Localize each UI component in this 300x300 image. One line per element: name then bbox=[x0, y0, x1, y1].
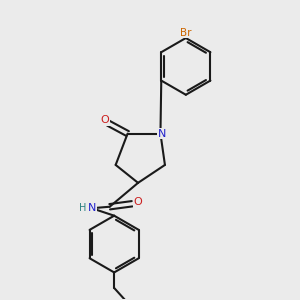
Text: Br: Br bbox=[180, 28, 192, 38]
Text: O: O bbox=[134, 197, 142, 207]
Text: H: H bbox=[79, 203, 86, 213]
Text: N: N bbox=[88, 203, 96, 213]
Text: N: N bbox=[158, 129, 166, 139]
Text: O: O bbox=[100, 115, 109, 125]
